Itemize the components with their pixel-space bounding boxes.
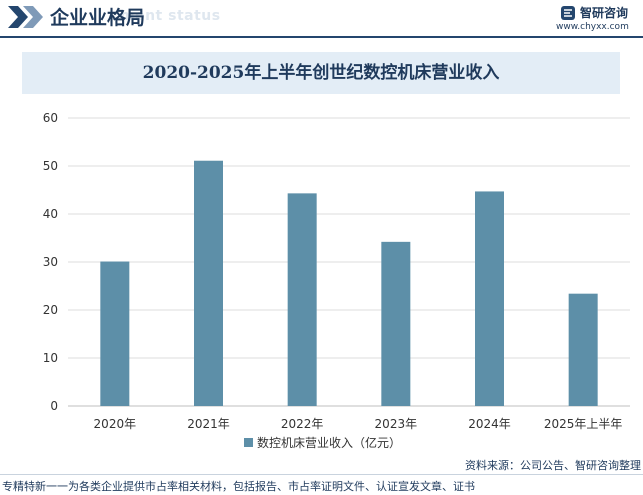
legend-swatch (244, 438, 253, 447)
bar (381, 241, 411, 406)
header-watermark-text: ment status (120, 8, 221, 24)
x-tick-label: 2024年 (468, 417, 511, 431)
x-tick-label: 2023年 (375, 417, 418, 431)
double-chevron-icon (8, 6, 43, 28)
data-source: 资料来源：公司公告、智研咨询整理 (465, 459, 641, 472)
bar (194, 160, 223, 406)
page-header: ment status 企业业格局 智研咨询 www.chyxx.com (0, 0, 643, 36)
legend-label: 数控机床营业收入（亿元） (257, 435, 401, 450)
chyxx-logo-icon (561, 6, 575, 20)
bar (100, 261, 130, 406)
y-tick-label: 20 (43, 303, 58, 317)
y-tick-label: 30 (43, 255, 58, 269)
legend: 数控机床营业收入（亿元） (244, 435, 401, 450)
x-tick-label: 2022年 (281, 417, 324, 431)
x-tick-label: 2020年 (94, 417, 137, 431)
logo-text: 智研咨询 (580, 6, 629, 20)
chart-title-box: 2020-2025年上半年创世纪数控机床营业收入 (22, 52, 620, 94)
y-tick-label: 40 (43, 207, 58, 221)
y-tick-label: 10 (43, 351, 58, 365)
logo-url: www.chyxx.com (556, 22, 629, 32)
bar (568, 293, 598, 406)
footer-divider (0, 474, 643, 475)
y-tick-label: 60 (43, 111, 58, 125)
x-axis-ticks: 2020年 2021年 2022年 2023年 2024年 2025年上半年 (94, 417, 623, 431)
bar (287, 193, 317, 406)
bar (475, 191, 504, 406)
grid-lines (68, 117, 630, 407)
footer-tagline: 专精特新一一为各类企业提供市占率相关材料，包括报告、市占率证明文件、认证宣发文章… (2, 480, 475, 493)
bars (100, 160, 598, 406)
chart-title: 2020-2025年上半年创世纪数控机床营业收入 (142, 63, 500, 83)
section-title: 企业业格局 (50, 7, 146, 29)
x-tick-label: 2021年 (187, 417, 230, 431)
header-divider (0, 36, 643, 38)
x-tick-label: 2025年上半年 (544, 417, 623, 431)
y-tick-label: 50 (43, 159, 58, 173)
y-axis-ticks: 0 10 20 30 40 50 60 (43, 111, 58, 413)
y-tick-label: 0 (50, 399, 58, 413)
